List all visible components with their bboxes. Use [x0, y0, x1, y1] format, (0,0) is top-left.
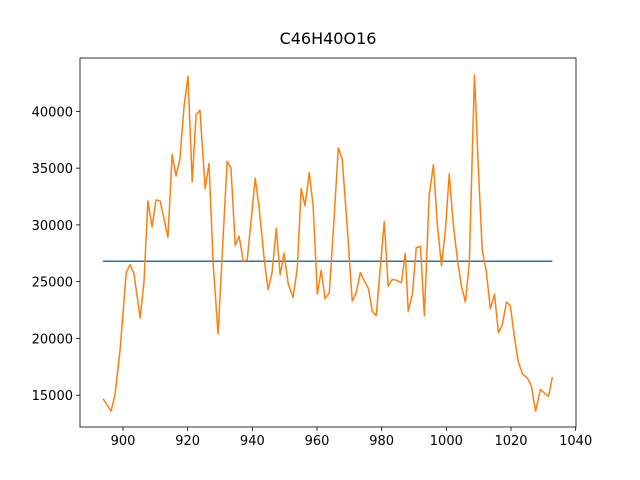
x-tick-label: 900 [111, 434, 136, 449]
y-tick-label: 35000 [32, 162, 73, 177]
y-tick-label: 40000 [32, 105, 73, 120]
x-tick-label: 960 [305, 434, 330, 449]
x-tick-label: 1020 [494, 434, 527, 449]
chart-title: C46H40O16 [280, 29, 377, 48]
x-tick-label: 1000 [430, 434, 463, 449]
plot-frame [79, 57, 577, 428]
y-tick-label: 25000 [32, 276, 73, 291]
x-tick-label: 1040 [559, 434, 592, 449]
series-line [102, 74, 554, 412]
y-tick-label: 15000 [32, 389, 73, 404]
y-tick-label: 20000 [32, 332, 73, 347]
x-tick-label: 920 [175, 434, 200, 449]
x-tick-label: 980 [369, 434, 394, 449]
y-tick-label: 30000 [32, 219, 73, 234]
x-tick-label: 940 [240, 434, 265, 449]
